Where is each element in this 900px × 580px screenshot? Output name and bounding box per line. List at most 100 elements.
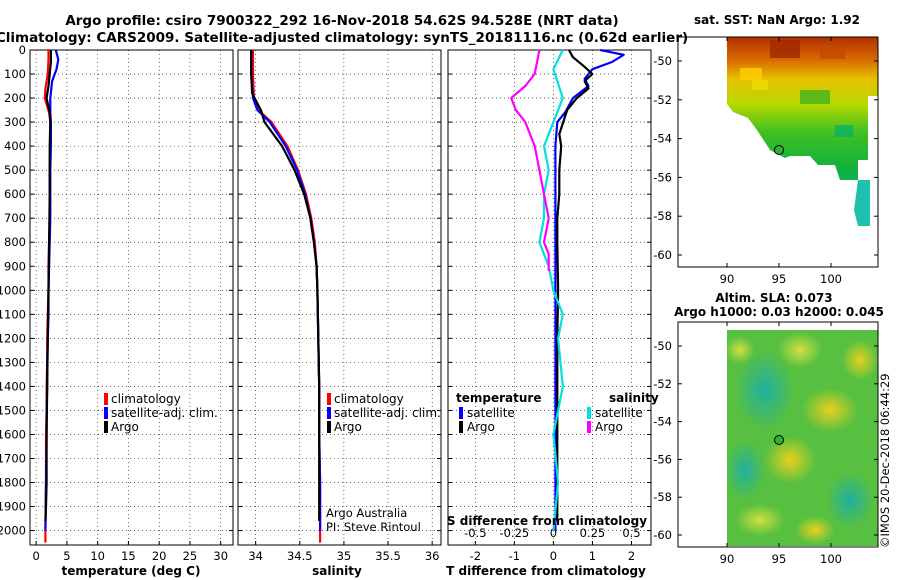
x-tick-label: -1 xyxy=(509,549,520,563)
annotation-pi: PI: Steve Rintoul xyxy=(326,520,421,534)
series-line-climatology xyxy=(251,50,322,543)
legend-heading-temperature: temperature xyxy=(456,391,541,405)
y-tick-label: 1800 xyxy=(0,476,26,490)
map-y-tick-label: -52 xyxy=(653,93,672,107)
x-tick-label: 36 xyxy=(425,549,440,563)
legend-sal-satellite: satellite xyxy=(595,406,643,420)
sst-patch xyxy=(854,180,870,226)
x-tick-label: 1 xyxy=(589,549,596,563)
x-tick-label: 34.5 xyxy=(287,549,313,563)
legend-swatch-satellite xyxy=(104,407,108,419)
top-x-tick-label: 0.5 xyxy=(622,526,640,540)
figure-title-line2: Climatology: CARS2009. Satellite-adjuste… xyxy=(0,30,688,46)
temperature-legend: climatology satellite-adj. clim. Argo xyxy=(104,392,218,434)
map-y-tick-label: -58 xyxy=(653,490,672,504)
top-x-tick-label: -0.5 xyxy=(464,526,486,540)
difference-legend-temperature: temperature satellite Argo xyxy=(456,391,541,434)
y-tick-label: 300 xyxy=(4,115,26,129)
x-tick-label: 20 xyxy=(152,549,167,563)
legend-swatch-temp-satellite xyxy=(459,407,463,419)
y-tick-label: 900 xyxy=(4,259,26,273)
series-line-temperature-argo xyxy=(556,49,594,521)
argo-location-marker xyxy=(774,435,784,445)
map-y-tick-label: -56 xyxy=(653,452,672,466)
legend-swatch-sal-argo xyxy=(587,421,591,433)
x-tick-label: 0 xyxy=(550,549,557,563)
salinity-panel: 34 34.5 35 35.5 36 salinity climatology sate… xyxy=(237,49,442,578)
y-tick-label: 600 xyxy=(4,187,26,201)
argo-location-marker xyxy=(774,145,784,155)
difference-xlabel: T difference from climatology xyxy=(446,564,646,578)
x-tick-label: 35 xyxy=(337,549,352,563)
y-tick-label: 1700 xyxy=(0,451,26,465)
map-x-tick-label: 100 xyxy=(820,552,842,566)
sal-legend-argo: Argo xyxy=(334,420,362,434)
annotation-argo-australia: Argo Australia xyxy=(326,506,407,520)
y-tick-label: 1400 xyxy=(0,379,26,393)
sal-legend-climatology: climatology xyxy=(334,392,404,406)
y-tick-label: 2000 xyxy=(0,524,26,538)
series-line-argo xyxy=(44,50,53,522)
map-y-tick-label: -52 xyxy=(653,377,672,391)
legend-swatch-climatology xyxy=(327,393,331,405)
temp-legend-satellite: satellite-adj. clim. xyxy=(111,406,218,420)
legend-temp-argo: Argo xyxy=(467,420,495,434)
y-tick-label: 400 xyxy=(4,139,26,153)
x-tick-label: 25 xyxy=(183,549,198,563)
top-x-tick-label: -0.25 xyxy=(499,526,529,540)
imos-credit: ©IMOS 20-Dec-2018 06:44:29 xyxy=(878,373,892,548)
series-line-salinity-satellite xyxy=(538,49,564,531)
difference-top-label: S difference from climatology xyxy=(447,514,647,528)
sal-legend-satellite: satellite-adj. clim. xyxy=(334,406,441,420)
legend-swatch-argo xyxy=(104,421,108,433)
y-tick-label: 200 xyxy=(4,91,26,105)
y-tick-label: 1600 xyxy=(0,427,26,441)
y-tick-label: 1200 xyxy=(0,331,26,345)
temperature-xlabel: temperature (deg C) xyxy=(62,564,201,578)
sst-map-title: sat. SST: NaN Argo: 1.92 xyxy=(694,13,860,27)
x-tick-label: 30 xyxy=(213,549,228,563)
temperature-panel: 0100200300400500600700800900100011001200… xyxy=(0,43,234,578)
y-tick-label: 100 xyxy=(4,67,26,81)
x-tick-label: 5 xyxy=(63,549,70,563)
difference-legend-salinity: salinity satellite Argo xyxy=(587,391,659,434)
x-tick-label: 35.5 xyxy=(375,549,401,563)
series-line-salinity-argo xyxy=(510,49,550,272)
top-x-tick-label: 0.25 xyxy=(580,526,606,540)
x-tick-label: -2 xyxy=(470,549,481,563)
legend-temp-satellite: satellite xyxy=(467,406,515,420)
x-tick-label: 0 xyxy=(32,549,39,563)
map-x-tick-label: 95 xyxy=(772,272,787,286)
x-tick-label: 2 xyxy=(628,549,635,563)
series-line-temperature-satellite xyxy=(554,48,625,531)
x-tick-label: 15 xyxy=(121,549,136,563)
sla-map-title-line2: Argo h1000: 0.03 h2000: 0.045 xyxy=(674,305,884,319)
legend-heading-salinity: salinity xyxy=(609,391,659,405)
map-y-tick-label: -60 xyxy=(653,248,672,262)
map-x-tick-label: 90 xyxy=(720,552,735,566)
legend-swatch-satellite xyxy=(327,407,331,419)
map-x-tick-label: 100 xyxy=(820,272,842,286)
map-y-tick-label: -54 xyxy=(653,132,672,146)
map-y-tick-label: -50 xyxy=(653,54,672,68)
map-y-tick-label: -60 xyxy=(653,528,672,542)
y-tick-label: 700 xyxy=(4,211,26,225)
y-tick-label: 500 xyxy=(4,163,26,177)
figure-title-line1: Argo profile: csiro 7900322_292 16-Nov-2… xyxy=(65,13,618,29)
y-tick-label: 800 xyxy=(4,235,26,249)
map-x-tick-label: 90 xyxy=(720,272,735,286)
sst-map: sat. SST: NaN Argo: 1.92 90 95 100 -50 -52 -5… xyxy=(653,13,879,286)
y-tick-label: 1000 xyxy=(0,283,26,297)
salinity-legend: climatology satellite-adj. clim. Argo xyxy=(327,392,441,434)
salinity-xlabel: salinity xyxy=(312,564,362,578)
sla-map-title-line1: Altim. SLA: 0.073 xyxy=(715,291,832,305)
y-tick-label: 1500 xyxy=(0,403,26,417)
map-y-tick-label: -54 xyxy=(653,415,672,429)
y-tick-label: 0 xyxy=(19,43,26,57)
map-y-tick-label: -50 xyxy=(653,339,672,353)
y-tick-label: 1900 xyxy=(0,500,26,514)
top-x-tick-label: 0 xyxy=(550,526,557,540)
x-tick-label: 34 xyxy=(248,549,263,563)
series-line-satellite-adj-clim- xyxy=(250,50,322,531)
temp-legend-climatology: climatology xyxy=(111,392,181,406)
